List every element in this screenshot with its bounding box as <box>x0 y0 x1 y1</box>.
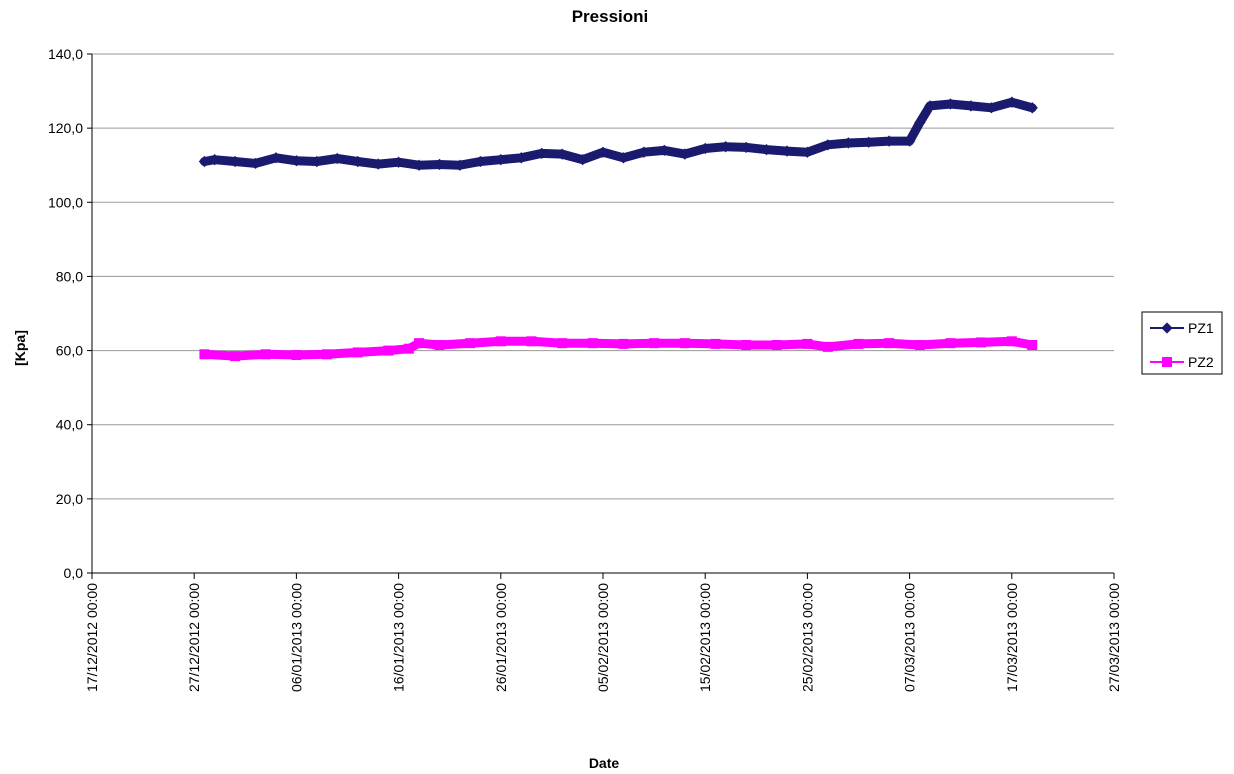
y-tick-label: 120,0 <box>48 120 83 136</box>
data-point-pz2 <box>649 338 660 349</box>
y-tick-label: 140,0 <box>48 46 83 62</box>
legend-label-pz2: PZ2 <box>1188 354 1214 370</box>
data-point-pz1 <box>413 159 425 171</box>
data-point-pz2 <box>495 336 506 347</box>
legend-marker-pz1 <box>1161 322 1173 334</box>
data-point-pz2 <box>322 349 333 360</box>
data-point-pz1 <box>249 157 262 170</box>
x-tick-label: 05/02/2013 00:00 <box>595 583 611 692</box>
y-axis-title: [Kpa] <box>12 330 28 366</box>
data-point-pz2 <box>976 337 987 348</box>
axes <box>87 53 1115 579</box>
data-point-pz2 <box>853 338 864 349</box>
x-tick-label: 16/01/2013 00:00 <box>391 583 407 692</box>
legend: PZ1 PZ2 <box>1141 311 1223 375</box>
y-tick-label: 20,0 <box>56 491 83 507</box>
data-point-pz1 <box>229 155 241 168</box>
data-point-pz1 <box>209 154 221 166</box>
data-point-pz2 <box>383 345 394 356</box>
y-tick-label: 40,0 <box>56 417 83 433</box>
legend-label-pz1: PZ1 <box>1188 320 1214 336</box>
x-tick-label: 06/01/2013 00:00 <box>288 583 304 692</box>
data-point-pz1 <box>719 141 732 153</box>
x-tick-label: 17/03/2013 00:00 <box>1004 583 1020 692</box>
data-point-pz2 <box>1027 340 1038 351</box>
data-point-pz1 <box>270 152 282 164</box>
series <box>198 96 1038 362</box>
data-point-pz1 <box>433 158 446 171</box>
data-point-pz1 <box>454 159 466 171</box>
y-tick-label: 0,0 <box>64 565 84 581</box>
data-point-pz1 <box>515 152 527 164</box>
x-tick-label: 17/12/2012 00:00 <box>84 583 100 692</box>
data-point-pz2 <box>403 343 414 354</box>
series-line-pz2 <box>199 336 1037 361</box>
y-tick-label: 60,0 <box>56 343 83 359</box>
x-tick-labels: 17/12/2012 00:00 27/12/2012 00:00 06/01/20… <box>84 583 1122 692</box>
data-point-pz1 <box>474 155 487 168</box>
data-point-pz2 <box>557 338 568 349</box>
data-point-pz2 <box>771 340 782 351</box>
data-point-pz2 <box>260 349 271 360</box>
data-point-pz1 <box>372 158 384 170</box>
data-point-pz2 <box>710 338 721 349</box>
data-point-pz2 <box>884 338 895 349</box>
data-point-pz1 <box>617 152 630 164</box>
legend-box <box>1141 311 1223 375</box>
series-line-pz1 <box>199 97 1037 170</box>
data-point-pz2 <box>230 351 241 362</box>
data-point-pz2 <box>914 340 925 351</box>
legend-marker-pz2 <box>1162 357 1172 367</box>
data-point-pz2 <box>618 338 629 349</box>
x-tick-label: 26/01/2013 00:00 <box>493 583 509 692</box>
data-point-pz1 <box>740 141 752 154</box>
data-point-pz2 <box>945 338 956 349</box>
x-tick-label: 25/02/2013 00:00 <box>799 583 815 692</box>
data-point-pz2 <box>352 347 363 358</box>
gridlines <box>92 53 1114 500</box>
data-point-pz2 <box>526 336 537 347</box>
chart-title: Pressioni <box>572 7 649 26</box>
data-point-pz1 <box>311 155 323 168</box>
data-point-pz1 <box>985 102 998 114</box>
x-tick-label: 15/02/2013 00:00 <box>697 583 713 692</box>
data-point-pz2 <box>291 350 302 361</box>
x-tick-label: 27/12/2012 00:00 <box>186 583 202 692</box>
data-point-pz1 <box>198 155 211 168</box>
data-point-pz2 <box>1006 336 1017 347</box>
data-point-pz2 <box>587 338 598 349</box>
data-point-pz2 <box>822 341 833 352</box>
x-tick-label: 07/03/2013 00:00 <box>902 583 918 692</box>
data-point-pz2 <box>414 338 425 349</box>
data-point-pz1 <box>760 143 773 156</box>
data-point-pz2 <box>199 349 210 360</box>
data-point-pz2 <box>802 338 813 349</box>
y-tick-label: 100,0 <box>48 194 83 210</box>
data-point-pz2 <box>741 340 752 351</box>
data-point-pz1 <box>290 155 303 167</box>
data-point-pz1 <box>781 145 793 157</box>
y-tick-labels: 0,0 20,0 40,0 60,0 80,0 100,0 120,0 140,0 <box>48 46 83 581</box>
x-tick-label: 27/03/2013 00:00 <box>1106 583 1122 692</box>
data-point-pz1 <box>699 142 711 155</box>
data-point-pz2 <box>434 340 445 351</box>
y-tick-label: 80,0 <box>56 268 83 284</box>
data-point-pz2 <box>465 338 476 349</box>
data-point-pz1 <box>331 152 343 165</box>
data-point-pz2 <box>679 338 690 349</box>
x-axis-title: Date <box>589 755 620 771</box>
